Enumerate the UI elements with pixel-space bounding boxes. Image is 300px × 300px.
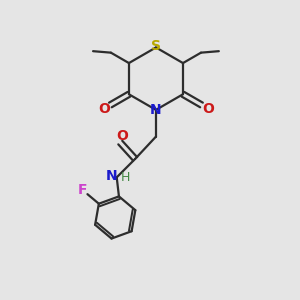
Text: O: O bbox=[202, 102, 214, 116]
Text: H: H bbox=[120, 171, 130, 184]
Text: O: O bbox=[98, 102, 110, 116]
Text: N: N bbox=[150, 103, 162, 117]
Text: O: O bbox=[116, 129, 128, 143]
Text: S: S bbox=[151, 39, 161, 53]
Text: N: N bbox=[106, 169, 117, 183]
Text: F: F bbox=[78, 183, 87, 197]
